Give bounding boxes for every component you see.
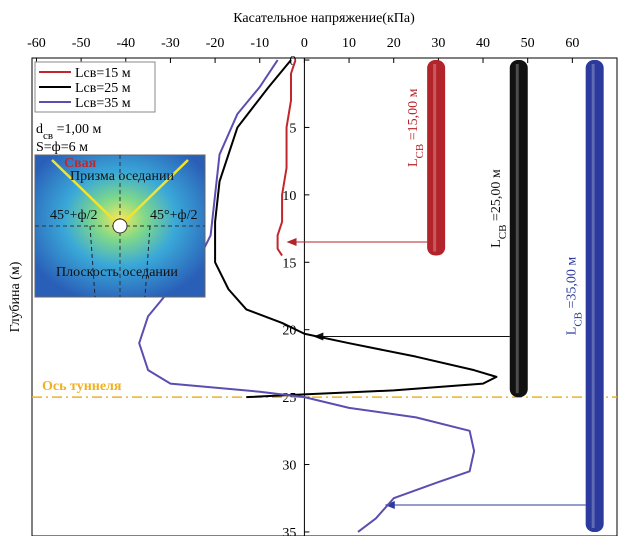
pile-label-part: CB (573, 312, 585, 327)
pile-shine (433, 64, 437, 252)
y-tick-label: 10 (282, 189, 296, 204)
x-tick-label: -60 (27, 36, 46, 51)
x-tick-label: -40 (116, 36, 135, 51)
param-part: св (43, 130, 53, 142)
legend-label: Lсв=15 м (75, 66, 131, 81)
inset-label: 45°+ф/2 (50, 208, 97, 223)
x-tick-label: -30 (161, 36, 180, 51)
pile-label: LCB =15,00 м (406, 88, 426, 167)
arrow-head (384, 500, 395, 509)
pile (509, 60, 528, 398)
pile-label: LCB =35,00 м (565, 257, 585, 336)
x-tick-label: -10 (250, 36, 269, 51)
pile-label-part: =25,00 м (489, 169, 504, 224)
y-tick-label: 30 (282, 459, 296, 474)
y-tick-label: 15 (282, 256, 296, 271)
inset-label: Призма оседании (70, 169, 174, 184)
x-tick-label: 50 (521, 36, 535, 51)
piles (286, 60, 604, 532)
pile-shine (591, 64, 595, 528)
inset-label: Свая (64, 156, 97, 171)
y-tick-label: 5 (289, 121, 296, 136)
y-axis-title: Глубина (м) (8, 261, 23, 332)
inset-label: 45°+ф/2 (150, 208, 197, 223)
pile (427, 60, 446, 256)
y-tick-label: 0 (289, 54, 296, 69)
pile-label-part: =35,00 м (565, 257, 580, 312)
inset-label: Плоскость оседании (56, 265, 178, 280)
pile-shine (515, 64, 519, 394)
x-tick-label: 40 (476, 36, 490, 51)
x-tick-label: 60 (565, 36, 579, 51)
param-text: S=ф=6 м (36, 140, 88, 155)
param-part: d (36, 122, 43, 137)
x-tick-label: -50 (72, 36, 91, 51)
pile-label-part: CB (414, 144, 426, 159)
pile-label-part: L (406, 158, 421, 167)
pile-label: LCB =25,00 м (489, 169, 509, 248)
pile-label-part: CB (497, 225, 509, 240)
legend-label: Lсв=35 м (75, 96, 131, 111)
arrow-head (286, 238, 297, 247)
pile-label-part: =15,00 м (406, 88, 421, 143)
pile (585, 60, 604, 532)
x-tick-label: -20 (206, 36, 225, 51)
legend-label: Lсв=25 м (75, 81, 131, 96)
line-series (276, 59, 297, 257)
inset-image: Свая Призма оседании 45°+ф/2 45°+ф/2 Пло… (34, 154, 206, 298)
y-tick-label: 35 (282, 526, 296, 536)
x-tick-label: 10 (342, 36, 356, 51)
param-text: dсв =1,00 м (36, 122, 101, 142)
param-part: =1,00 м (53, 122, 101, 137)
x-tick-label: 20 (387, 36, 401, 51)
x-axis-title: Касательное напряжение(кПа) (233, 11, 415, 26)
line-series (214, 59, 498, 399)
x-tick-label: 30 (431, 36, 445, 51)
pile-label-part: L (489, 239, 504, 248)
line-series (138, 59, 476, 533)
plot-frame (31, 57, 618, 536)
tunnel-axis-label: Ось туннеля (42, 379, 122, 394)
x-tick-label: 0 (301, 36, 308, 51)
y-tick-label: 25 (282, 391, 296, 406)
pile-label-part: L (565, 327, 580, 336)
